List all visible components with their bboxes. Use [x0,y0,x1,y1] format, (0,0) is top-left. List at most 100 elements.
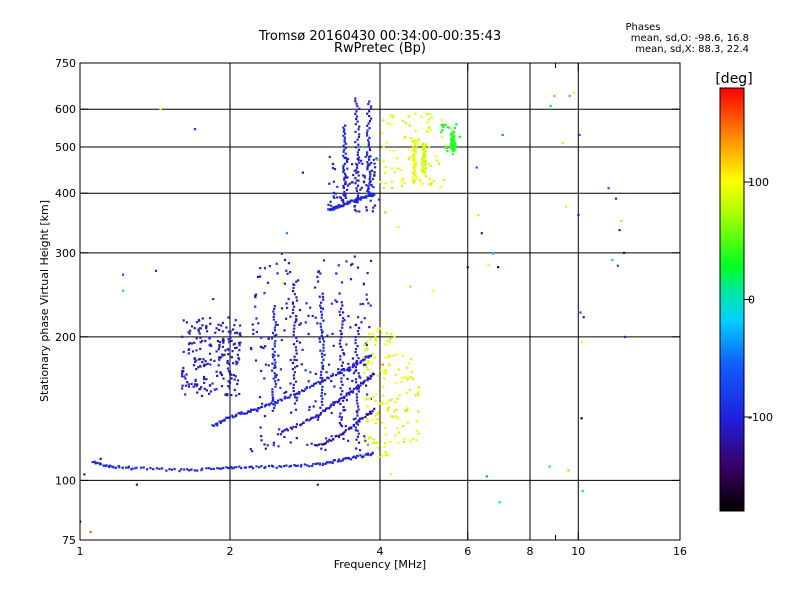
cluster-point [238,349,241,352]
trace-point [369,412,372,415]
cluster-point [199,347,202,350]
trace-point [345,158,348,161]
trace-point [295,280,298,283]
trace-point [355,354,359,357]
cluster-point [396,397,399,400]
cluster-point [233,324,236,327]
trace-point [270,464,273,467]
cluster-point [311,314,314,318]
cluster-point [295,319,298,322]
trace-point [222,466,225,469]
cluster-point [256,275,260,278]
cluster-point [374,442,378,445]
cluster-point [389,340,392,343]
scatter-point [580,417,583,420]
trace-point [235,413,238,416]
trace-point [337,206,340,209]
trace-point [369,377,372,380]
trace-point [367,141,370,144]
cluster-point [366,163,369,166]
trace-point [354,456,358,459]
trace-point [349,200,352,204]
trace-point [308,465,311,468]
trace-point [344,192,347,195]
trace-point [183,468,186,471]
cluster-point [195,368,198,371]
trace-point [344,142,347,145]
trace-point [348,426,351,429]
cluster-point [201,361,204,364]
trace-point [342,431,345,435]
cluster-point [184,377,187,380]
trace-point [341,304,344,307]
cluster-point [278,428,281,431]
x-tick-label: 6 [464,545,471,558]
cluster-point [333,168,337,171]
cluster-point [386,141,389,144]
trace-point [352,362,355,365]
trace-point [355,396,359,399]
cluster-point [331,167,335,170]
cluster-point [263,443,266,446]
trace-point [305,386,309,389]
trace-point [295,336,298,340]
trace-point [131,467,134,470]
cluster-point [221,345,224,348]
cluster-point [251,450,254,453]
trace-point [355,393,358,396]
trace-point [328,407,331,410]
trace-point [342,164,345,167]
cluster-point [264,345,267,348]
cluster-point [428,118,431,121]
trace-point [424,145,427,148]
trace-point [338,415,341,418]
trace-point [370,117,373,120]
cluster-point [368,326,371,329]
trace-point [108,464,111,467]
trace-point [349,391,352,394]
cluster-point [218,341,221,344]
trace-point [293,355,296,358]
cluster-point [254,295,257,298]
scatter-point [616,264,619,267]
cluster-point [409,137,412,140]
x-tick-label: 4 [377,545,384,558]
cluster-point [220,385,224,388]
trace-point [412,146,415,149]
cluster-point [304,321,307,324]
cluster-point [426,121,429,124]
cluster-point [190,382,193,386]
trace-point [452,130,456,133]
trace-point [355,385,359,388]
trace-point [104,464,107,468]
trace-point [355,361,358,364]
trace-point [339,345,342,348]
cluster-point [364,437,367,441]
cluster-point [443,178,446,182]
cluster-point [339,423,342,426]
trace-point [347,428,350,431]
trace-point [348,366,351,369]
cluster-point [374,422,377,425]
cluster-point [383,371,386,374]
scatter-point [620,219,623,223]
cluster-point [384,450,387,453]
cluster-point [410,370,413,373]
cluster-point [283,282,286,285]
trace-point [340,377,343,380]
cluster-point [206,362,209,365]
cluster-point [371,353,375,356]
cluster-point [232,328,235,331]
cluster-point [364,348,367,351]
cluster-point [260,435,263,438]
trace-point [253,408,256,411]
cluster-point [365,184,368,187]
cluster-point [383,171,387,174]
cluster-point [193,357,196,360]
trace-point [273,358,276,361]
trace-point [339,460,342,463]
trace-point [291,361,294,364]
trace-point [230,466,233,469]
trace-point [366,376,369,379]
cluster-point [336,196,339,199]
